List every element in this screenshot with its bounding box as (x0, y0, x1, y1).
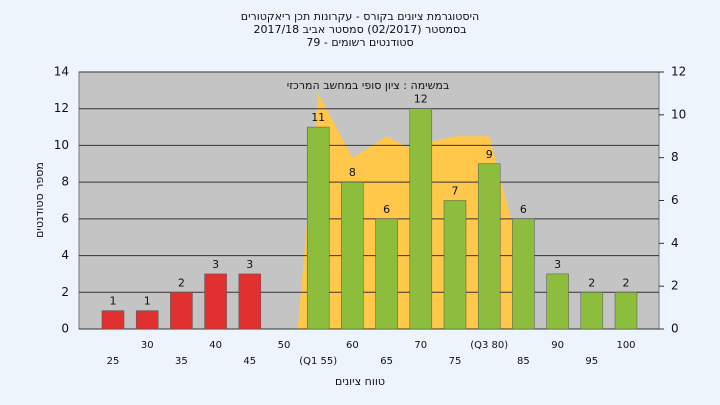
bar (101, 310, 125, 330)
y-axis-title: מספר סטודנטים (33, 162, 46, 238)
y-tick-label: 12 (54, 101, 69, 115)
x-tick-label: 45 (243, 356, 256, 367)
bar (477, 163, 501, 330)
y-tick-label: 4 (61, 248, 69, 262)
bar (341, 181, 364, 330)
x-tick-label: 95 (585, 356, 598, 367)
bar (204, 273, 227, 330)
bar (512, 218, 535, 330)
y2-tick-label: 6 (671, 193, 679, 207)
x-tick-label: 60 (346, 340, 359, 351)
x-tick-label: 50 (278, 340, 291, 351)
bar (443, 200, 467, 330)
data-label: 1 (110, 295, 117, 308)
x-tick-label: 90 (551, 340, 564, 351)
y2-tick-label: 10 (671, 107, 686, 121)
data-label: 8 (349, 166, 356, 179)
data-label: 3 (212, 258, 219, 271)
chart-note: סטודנטים רשומים - 79 (306, 36, 413, 49)
y-tick-label: 0 (61, 322, 69, 336)
x-tick-label: (Q1 55) (299, 356, 337, 367)
data-label: 3 (246, 258, 253, 271)
data-label: 3 (554, 258, 561, 271)
y-tick-label: 14 (54, 65, 69, 79)
y-tick-label: 6 (61, 211, 69, 225)
data-label: 7 (452, 185, 459, 198)
y-tick-label: 2 (61, 285, 69, 299)
bar (135, 310, 159, 330)
x-tick-label: 65 (380, 356, 393, 367)
x-tick-label: 75 (449, 356, 462, 367)
x-tick-label: 25 (107, 356, 120, 367)
x-tick-label: 85 (517, 356, 530, 367)
bar (409, 108, 433, 330)
bar (546, 273, 569, 330)
y2-tick-label: 12 (671, 65, 686, 79)
y-tick-label: 10 (54, 138, 69, 152)
bar (306, 126, 330, 330)
bar (375, 218, 398, 330)
x-tick-label: 35 (175, 356, 188, 367)
chart-title: היסטוגרמת ציונים בקורס - עקרונות תכן ריא… (241, 10, 479, 23)
data-label: 6 (520, 203, 527, 216)
y2-tick-label: 0 (671, 322, 679, 336)
data-label: 2 (623, 276, 630, 289)
chart-subtitle: בסמסטר (02/2017) סמסטר אביב 2017/18 (253, 23, 466, 36)
bar (614, 292, 638, 330)
data-label: 12 (414, 93, 428, 106)
x-tick-label: 30 (141, 340, 154, 351)
bar (170, 292, 193, 330)
y2-tick-label: 8 (671, 150, 679, 164)
bar (238, 273, 262, 330)
y2-tick-label: 2 (671, 279, 679, 293)
y-tick-label: 8 (61, 175, 69, 189)
data-label: 1 (144, 295, 151, 308)
x-axis-title: טווח ציונים (335, 375, 385, 388)
x-tick-label: 100 (616, 340, 635, 351)
data-label: 2 (178, 276, 185, 289)
x-tick-label: 70 (414, 340, 427, 351)
data-label: 11 (311, 111, 325, 124)
y2-tick-label: 4 (671, 236, 679, 250)
annotation: במשימה : ציון סופי במחשב המרכזי (287, 79, 450, 92)
data-label: 2 (588, 276, 595, 289)
bar (580, 292, 604, 330)
x-tick-label: (Q3 80) (470, 340, 508, 351)
data-label: 9 (486, 148, 493, 161)
x-tick-label: 40 (209, 340, 222, 351)
data-label: 6 (383, 203, 390, 216)
